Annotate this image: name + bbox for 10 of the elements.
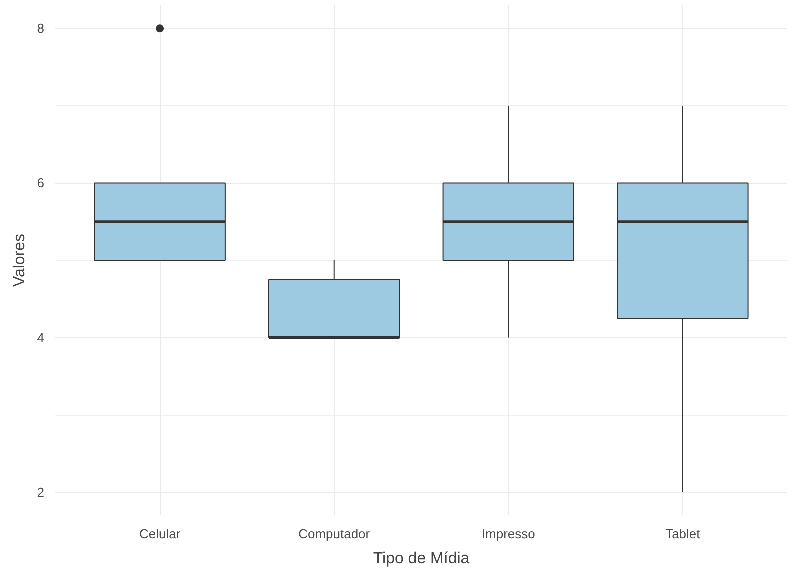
y-tick-label: 8: [37, 21, 45, 36]
y-tick-label: 6: [37, 176, 45, 191]
y-tick-label: 2: [37, 484, 45, 500]
x-tick-label: Impresso: [482, 526, 536, 542]
x-axis-title: Tipo de Mídia: [373, 550, 470, 568]
x-tick-label: Tablet: [666, 526, 701, 542]
y-tick-label: 4: [37, 330, 45, 346]
y-axis-title: Valores: [11, 234, 28, 288]
x-tick-label: Computador: [298, 526, 371, 542]
x-tick-label: Celular: [139, 526, 182, 542]
